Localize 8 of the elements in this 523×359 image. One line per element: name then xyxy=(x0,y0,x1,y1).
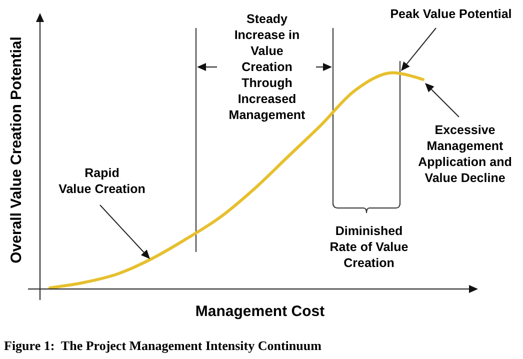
y-axis-title: Overall Value Creation Potential xyxy=(8,36,25,264)
annotation: Rapid Value Creation xyxy=(58,166,146,196)
text: Peak Value Potential xyxy=(390,7,512,21)
x-axis-title: Management Cost xyxy=(195,303,325,320)
annotation: Excessive Management Application and Value Decline xyxy=(418,123,512,185)
annotation: Diminished Rate of Value Creation xyxy=(330,224,408,270)
annotation: Steady Increase in Value Creation Through Increased Management xyxy=(228,12,306,122)
caption: Figure 1: The Project Management Intensity Continuum xyxy=(4,338,322,353)
